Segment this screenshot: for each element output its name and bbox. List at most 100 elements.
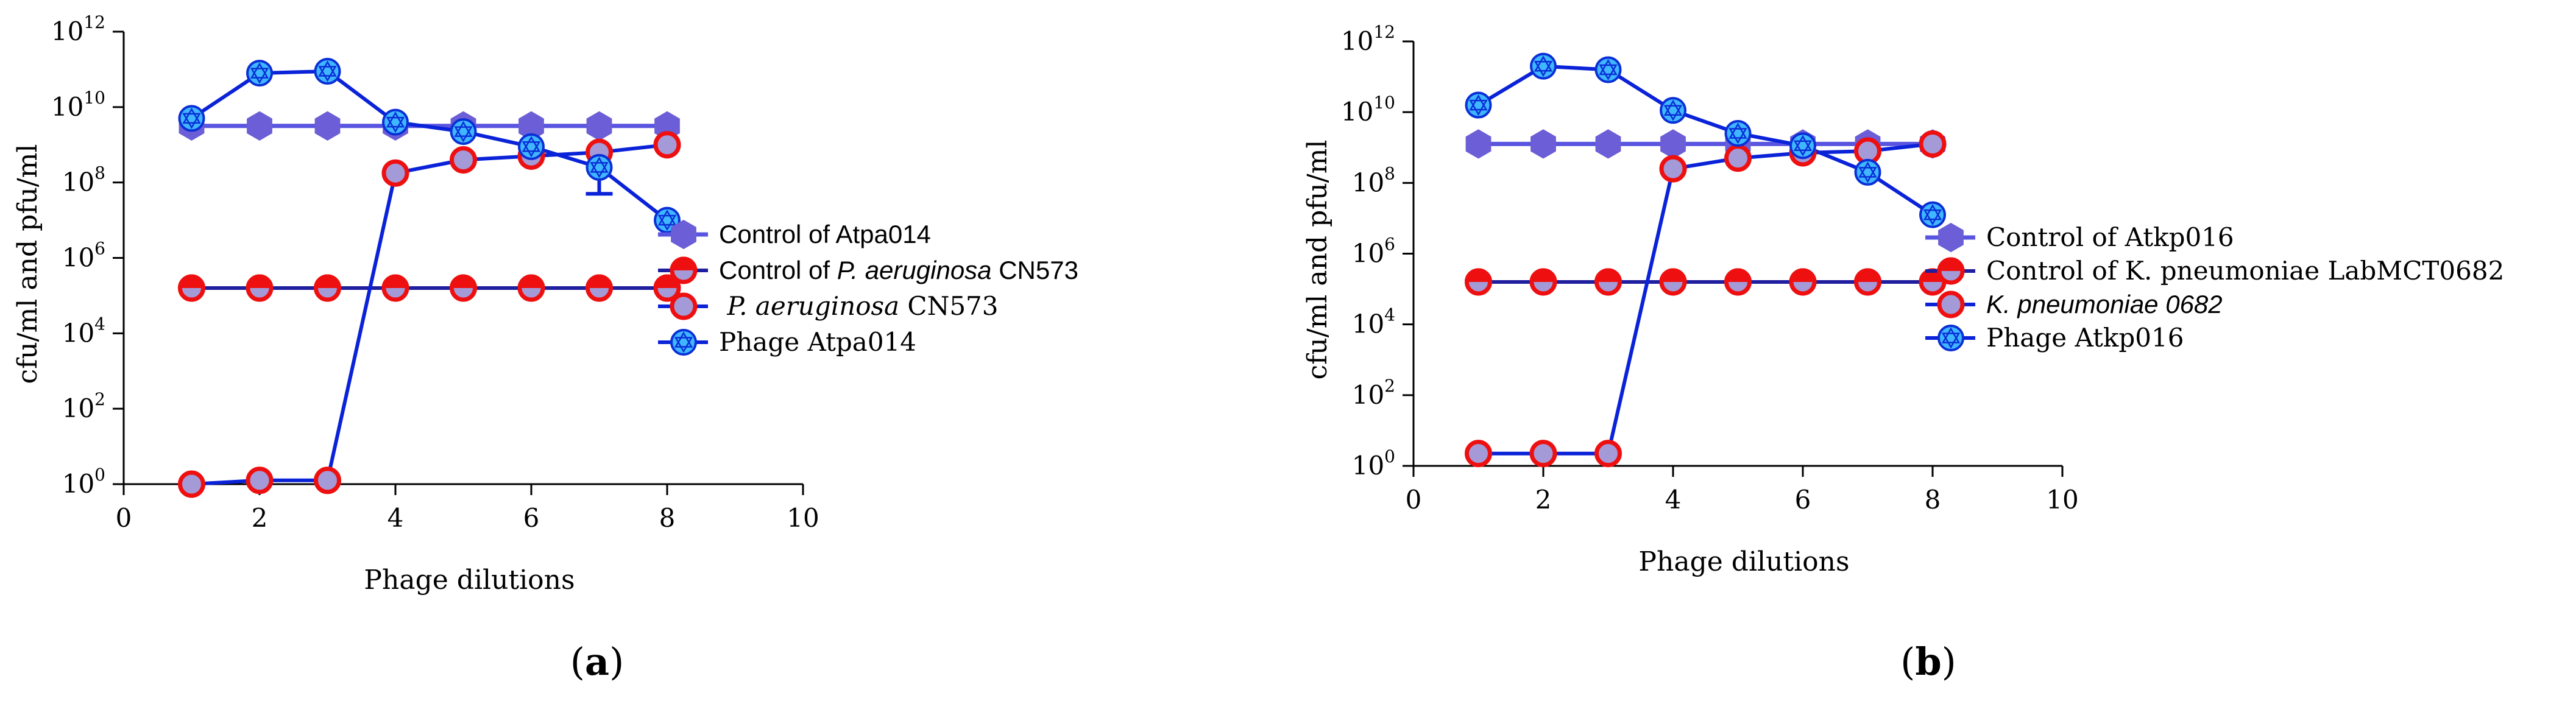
data-point-s1-1 xyxy=(246,274,274,302)
legend-label-part: Control of Atpa014 xyxy=(719,220,931,248)
x-tick-label: 2 xyxy=(1535,485,1552,515)
data-point-s1-4 xyxy=(450,274,477,302)
data-point-s3-6-tri-down xyxy=(1858,167,1877,183)
data-point-s3-2-shape xyxy=(314,58,341,85)
panel-label: (a) xyxy=(570,639,625,684)
legend-swatch-marker-top-half xyxy=(1937,257,1965,271)
y-axis-title: cfu/ml and pfu/ml xyxy=(12,144,43,384)
legend-label-part: Phage Atkp016 xyxy=(1986,323,2184,353)
data-point-s3-7 xyxy=(1919,201,1946,228)
data-point-s3-5-shape xyxy=(1789,132,1816,160)
data-point-s3-4-tri-down xyxy=(1729,128,1747,144)
data-point-s2-4 xyxy=(1724,144,1752,172)
y-tick-exponent: 4 xyxy=(1384,305,1395,325)
data-point-s2-1 xyxy=(1529,440,1557,468)
y-tick-exponent: 10 xyxy=(83,88,105,108)
x-tick-label: 8 xyxy=(1925,485,1941,515)
y-tick-base: 10 xyxy=(51,92,83,122)
y-tick-exponent: 10 xyxy=(1373,93,1395,113)
data-point-s1-3 xyxy=(1659,268,1687,296)
legend-swatch-marker-top-half xyxy=(670,256,698,270)
data-point-s3-0-shape xyxy=(1465,91,1492,119)
data-point-s3-0-tri-up xyxy=(182,107,201,124)
data-point-s3-1-tri-up xyxy=(1534,55,1553,72)
data-point-s3-4-shape xyxy=(1724,120,1752,147)
data-point-s0-0 xyxy=(1465,129,1491,159)
data-point-s0-1 xyxy=(247,111,272,141)
data-point-s1-0-top-half xyxy=(1465,268,1492,282)
y-tick-exponent: 8 xyxy=(94,163,105,183)
data-point-s3-0 xyxy=(1465,91,1492,119)
data-point-s3-7-tri-up xyxy=(657,209,677,226)
y-tick-base: 10 xyxy=(1352,380,1384,410)
data-point-s2-2-shape xyxy=(1594,440,1622,468)
x-tick-label: 4 xyxy=(387,503,404,533)
data-point-s2-7 xyxy=(1919,130,1947,158)
legend-label-part: CN573 xyxy=(992,256,1078,284)
data-point-s3-2-tri-down xyxy=(318,66,337,82)
panel-label-open: ( xyxy=(570,639,585,684)
panel-label-close: ) xyxy=(609,639,624,684)
legend-label: Control of K. pneumoniae LabMCT0682 xyxy=(1986,256,2504,286)
data-point-s3-6-tri-up xyxy=(590,157,609,173)
y-tick-base: 10 xyxy=(1341,97,1373,127)
data-point-s1-1-top-half xyxy=(1529,268,1557,282)
data-point-s2-3 xyxy=(1659,155,1687,183)
y-tick-label: 108 xyxy=(62,163,105,197)
y-tick-base: 10 xyxy=(1341,26,1373,56)
data-point-s1-5 xyxy=(517,274,545,302)
data-point-s3-5-shape xyxy=(518,133,545,160)
y-tick-label: 106 xyxy=(62,239,105,273)
y-tick-label: 1010 xyxy=(51,88,105,122)
data-point-s0-6-shape xyxy=(586,111,612,141)
data-point-s3-4 xyxy=(450,118,477,146)
legend-swatch-marker-shape xyxy=(1937,290,1965,319)
x-tick-label: 8 xyxy=(659,503,676,533)
y-tick-exponent: 12 xyxy=(83,12,105,32)
data-point-s3-0-tri-up xyxy=(1469,94,1488,111)
data-point-s2-4-shape xyxy=(450,146,477,174)
data-point-s2-0-shape xyxy=(1465,440,1492,468)
legend-swatch-marker xyxy=(670,292,698,320)
data-point-s1-4-top-half xyxy=(1724,268,1752,282)
y-tick-base: 10 xyxy=(62,393,94,423)
data-point-s2-2-shape xyxy=(314,466,341,495)
data-point-s1-4 xyxy=(1724,268,1752,296)
data-point-s2-4-shape xyxy=(1724,144,1752,172)
data-point-s1-6 xyxy=(1854,268,1881,296)
y-tick-base: 10 xyxy=(1352,451,1384,480)
data-point-s3-3-tri-down xyxy=(386,116,405,133)
y-tick-label: 100 xyxy=(1352,446,1395,480)
y-tick-base: 10 xyxy=(51,16,83,46)
data-point-s0-2 xyxy=(314,111,341,141)
y-tick-label: 1012 xyxy=(51,12,105,46)
y-tick-label: 104 xyxy=(1352,305,1395,339)
data-point-s2-3-shape xyxy=(381,159,409,187)
y-tick-exponent: 0 xyxy=(94,465,105,485)
data-point-s3-0 xyxy=(178,105,205,132)
data-point-s3-6-shape xyxy=(1854,158,1881,186)
panel-label-letter: b xyxy=(1915,639,1941,684)
data-point-s3-7-shape xyxy=(1919,201,1946,228)
data-point-s2-0 xyxy=(178,470,205,498)
data-point-s2-7-shape xyxy=(1919,130,1947,158)
data-point-s3-4-shape xyxy=(450,118,477,146)
data-point-s3-5 xyxy=(1789,132,1816,160)
data-point-s2-0 xyxy=(1465,440,1492,468)
data-point-s0-2-shape xyxy=(314,111,341,141)
legend-swatch-marker-shape xyxy=(1937,325,1964,351)
legend-swatch-marker-tri-down xyxy=(1941,333,1961,349)
legend-swatch-marker-shape xyxy=(670,292,698,320)
data-point-s1-2 xyxy=(1594,268,1622,296)
legend-label: Control of Atpa014 xyxy=(719,220,931,248)
series-line-2 xyxy=(1478,142,1933,456)
data-point-s3-3-tri-up xyxy=(386,111,405,128)
data-point-s0-3 xyxy=(1660,129,1686,159)
data-point-s3-7-tri-down xyxy=(1923,209,1942,226)
data-point-s1-6 xyxy=(586,274,613,302)
data-point-s3-6 xyxy=(1854,158,1881,186)
panel-label-close: ) xyxy=(1942,639,1956,684)
y-tick-exponent: 2 xyxy=(94,389,105,409)
